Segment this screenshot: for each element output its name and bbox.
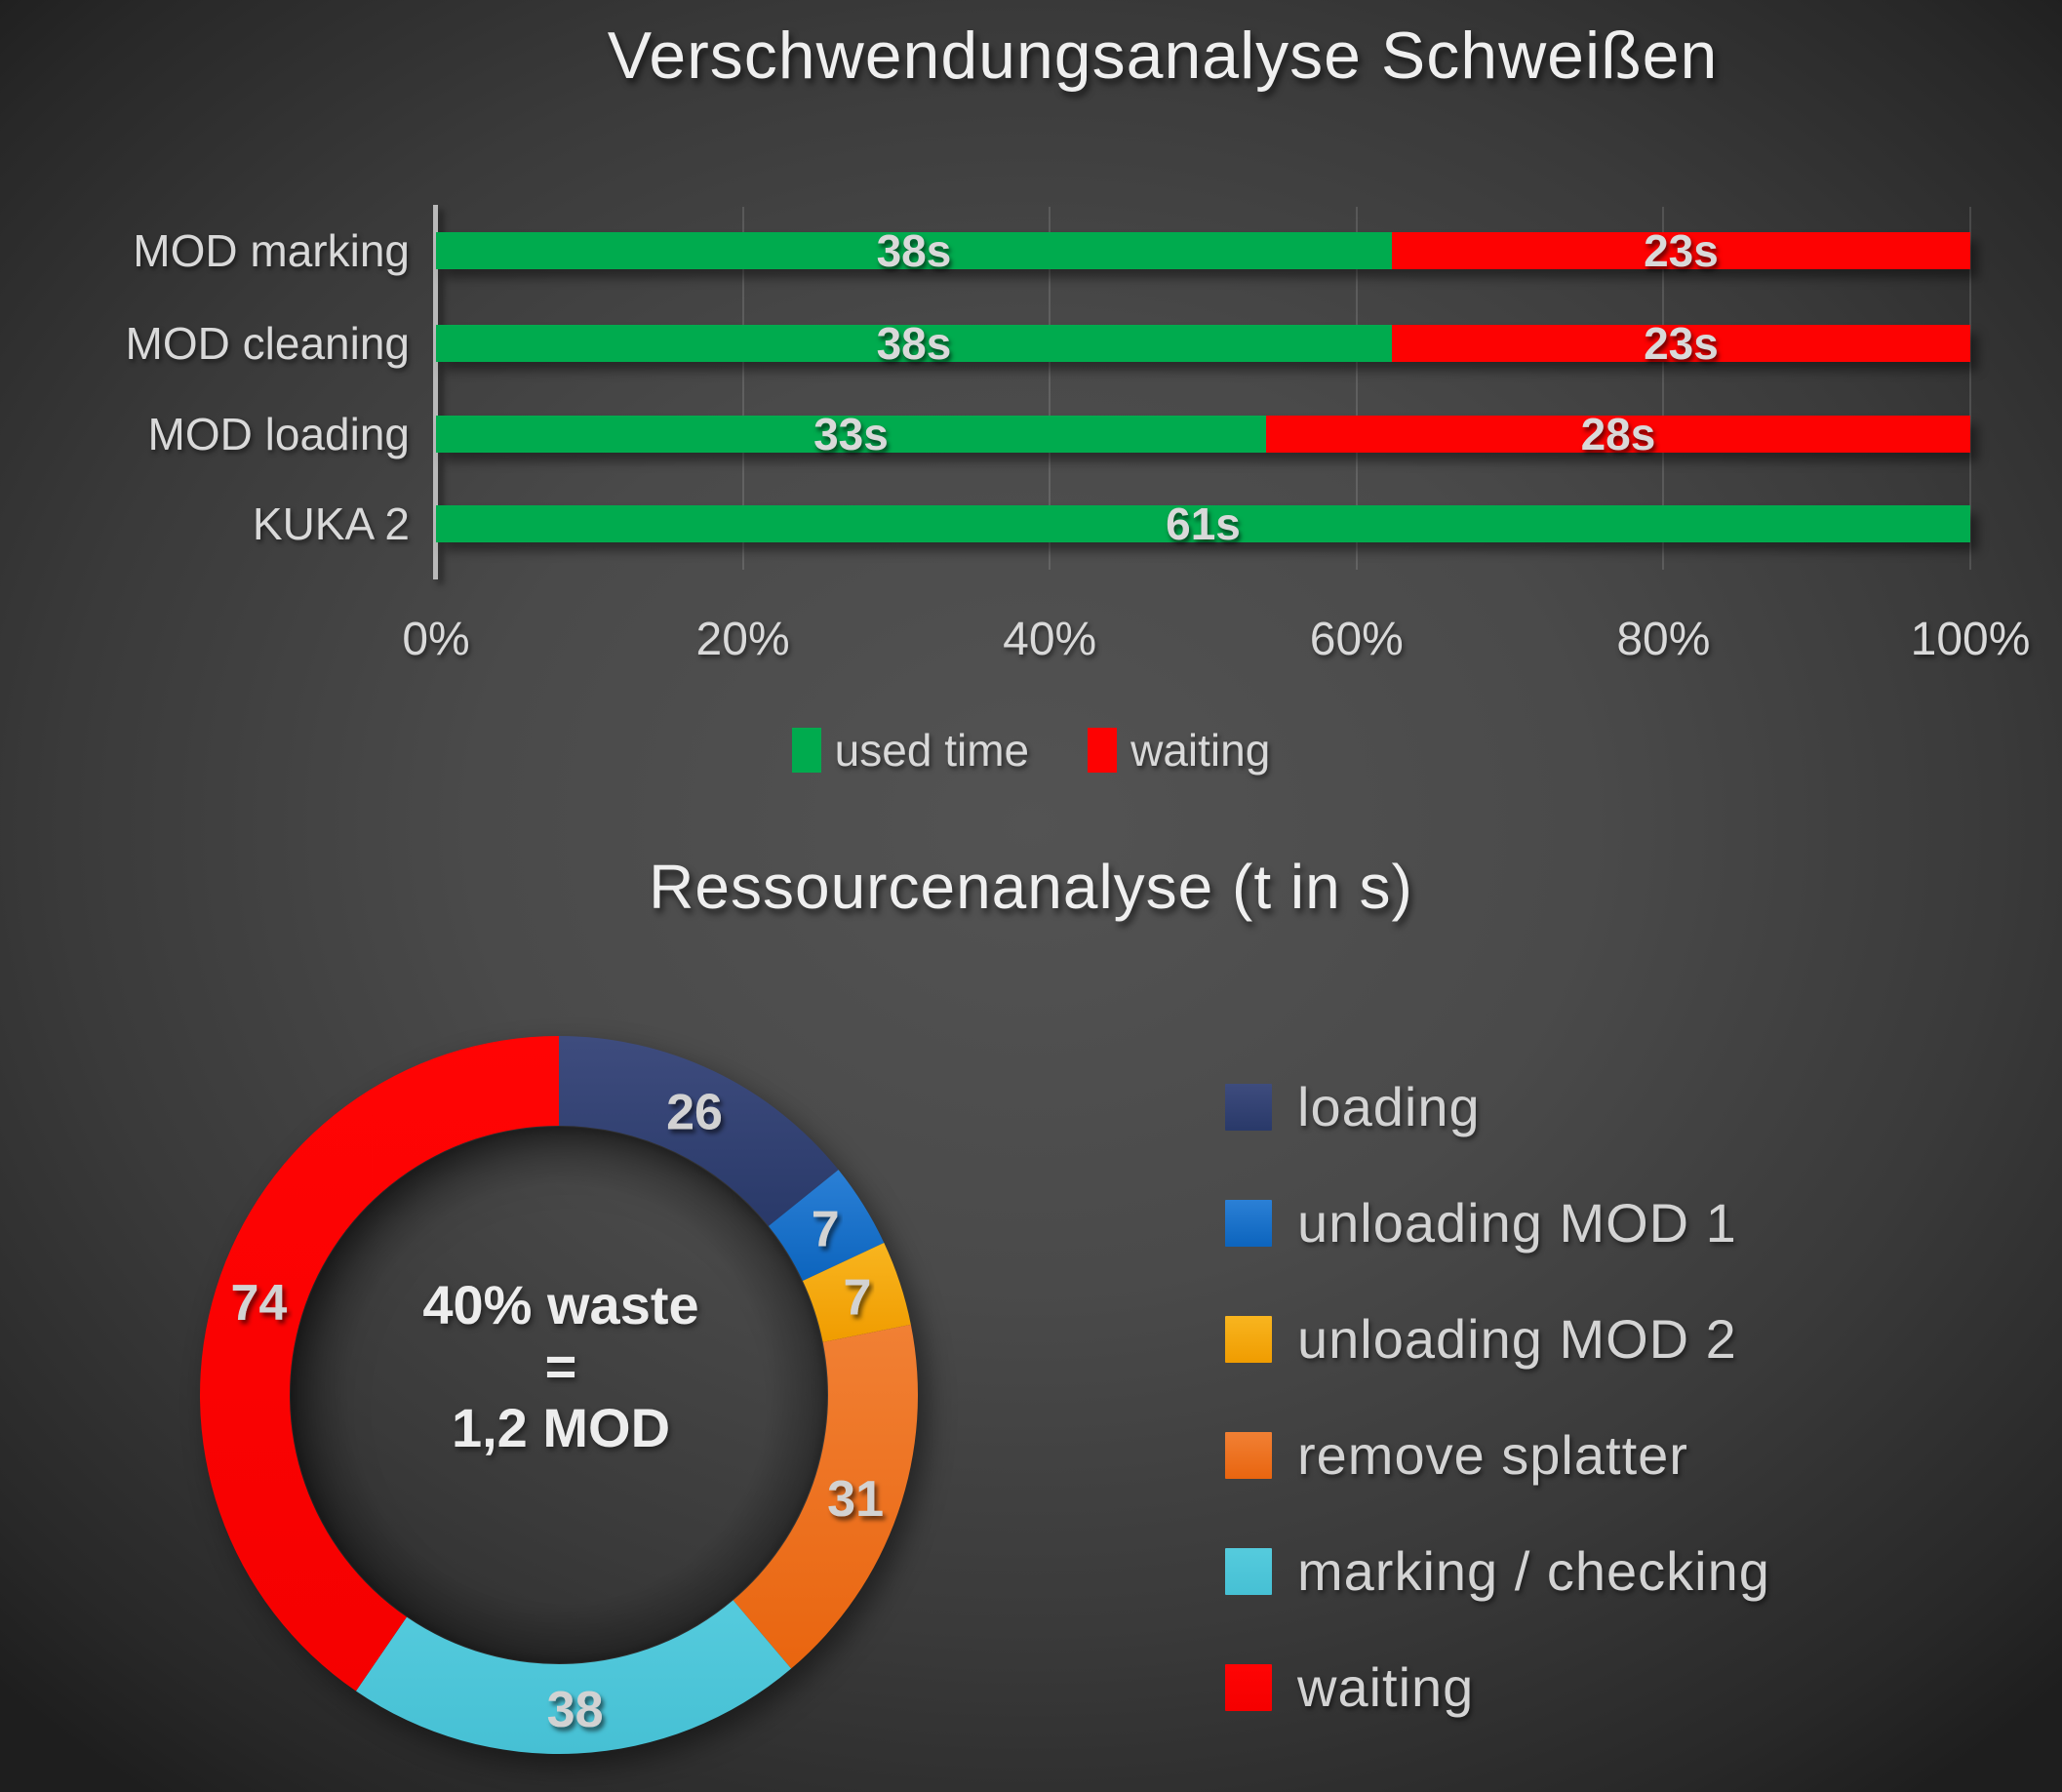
gridline-60pct	[1355, 207, 1358, 570]
bar-segment-used-time-kuka-2: 61s	[436, 501, 1970, 546]
donut-chart: 26 77 31 38 74	[199, 1036, 918, 1755]
y-axis-line	[433, 205, 438, 579]
bar-row-mod-loading: 33s 28s	[436, 412, 1970, 457]
bar-value-label: 23s	[1644, 225, 1719, 276]
legend-item-marking-checking: marking / checking	[1225, 1525, 1770, 1617]
legend-label: waiting	[1297, 1656, 1475, 1718]
legend-label: unloading MOD 2	[1297, 1308, 1737, 1370]
x-tick-40: 40%	[1003, 614, 1097, 665]
legend-item-unloading-mod-1: unloading MOD 1	[1225, 1176, 1770, 1269]
donut-slice-unloading-mod-2	[802, 1243, 911, 1342]
bar-value-label: 28s	[1580, 409, 1656, 459]
legend-label: remove splatter	[1297, 1424, 1688, 1486]
legend-label: loading	[1297, 1076, 1481, 1137]
bar-value-label: 61s	[1166, 498, 1241, 549]
donut-slice-waiting	[199, 1036, 559, 1692]
bar-plot-area: 38s 23s 38s 23s 33s 28s 61s	[433, 205, 1971, 579]
donut-center-line-1: 40% waste	[422, 1274, 699, 1335]
category-label-kuka-2: KUKA 2	[252, 498, 410, 549]
donut-center-line-2: =	[544, 1335, 577, 1397]
x-axis-tick-labels: 0% 20% 40% 60% 80% 100%	[402, 613, 2030, 671]
legend-swatch-used-time	[791, 728, 821, 773]
legend-item-waiting: waiting	[1088, 724, 1270, 777]
legend-item-remove-splatter: remove splatter	[1225, 1409, 1770, 1501]
x-tick-60: 60%	[1309, 614, 1404, 665]
donut-slice-unloading-mod-1	[768, 1170, 885, 1281]
donut-center-line-3: 1,2 MOD	[451, 1397, 671, 1458]
donut-value-label-waiting: 74	[230, 1275, 287, 1332]
bar-segment-waiting-mod-loading: 28s	[1265, 412, 1970, 457]
bar-segment-used-time-mod-marking: 38s	[436, 228, 1392, 273]
gridline-100pct	[1969, 207, 1971, 570]
bar-row-mod-cleaning: 38s 23s	[436, 321, 1970, 366]
bar-value-label: 38s	[876, 225, 952, 276]
bar-category-axis: MOD marking MOD cleaning MOD loading KUKA 2	[0, 207, 415, 570]
legend-item-waiting: waiting	[1225, 1641, 1770, 1733]
donut-slice-loading	[559, 1036, 839, 1226]
legend-label: marking / checking	[1297, 1540, 1770, 1602]
legend-label: unloading MOD 1	[1297, 1192, 1737, 1254]
legend-swatch-unloading-mod-1	[1225, 1199, 1272, 1247]
gridline-20pct	[741, 207, 744, 570]
gridline-40pct	[1049, 207, 1051, 570]
category-label-mod-loading: MOD loading	[147, 409, 410, 459]
legend-swatch-unloading-mod-2	[1225, 1315, 1272, 1363]
bar-value-label: 23s	[1644, 318, 1719, 369]
donut-value-label-loading: 26	[666, 1085, 723, 1141]
x-tick-100: 100%	[1910, 614, 2031, 665]
bar-row-mod-marking: 38s 23s	[436, 228, 1970, 273]
legend-label: waiting	[1130, 725, 1271, 776]
gridline-80pct	[1662, 207, 1665, 570]
bar-value-label: 38s	[876, 318, 952, 369]
bar-segment-used-time-mod-loading: 33s	[436, 412, 1266, 457]
bar-chart-title: Verschwendungsanalyse Schweißen	[607, 19, 1719, 93]
bar-segment-used-time-mod-cleaning: 38s	[436, 321, 1392, 366]
legend-item-unloading-mod-2: unloading MOD 2	[1225, 1293, 1770, 1385]
bar-chart-legend: used time waiting	[0, 724, 2062, 777]
legend-swatch-loading	[1225, 1083, 1272, 1131]
bar-row-kuka-2: 61s	[436, 501, 1970, 546]
donut-chart-title: Ressourcenanalyse (t in s)	[649, 852, 1413, 922]
donut-hole	[291, 1127, 827, 1663]
legend-swatch-remove-splatter	[1225, 1431, 1272, 1479]
x-tick-20: 20%	[695, 614, 790, 665]
x-tick-80: 80%	[1616, 614, 1711, 665]
donut-legend: loading unloading MOD 1 unloading MOD 2 rem…	[1225, 1060, 1770, 1733]
bar-segment-waiting-mod-marking: 23s	[1391, 228, 1970, 273]
donut-value-label-marking-checking: 38	[547, 1682, 604, 1738]
bar-value-label: 33s	[813, 409, 889, 459]
legend-swatch-marking-checking	[1225, 1547, 1272, 1595]
donut-value-label-unloading-mod-2: 7	[843, 1270, 871, 1327]
legend-label: used time	[834, 725, 1030, 776]
legend-item-loading: loading	[1225, 1060, 1770, 1153]
donut-value-label-unloading-mod-1: 7	[812, 1202, 840, 1258]
x-tick-0: 0%	[402, 614, 470, 665]
donut-value-label-remove-splatter: 31	[827, 1471, 884, 1528]
legend-swatch-waiting	[1088, 728, 1118, 773]
bar-segment-waiting-mod-cleaning: 23s	[1391, 321, 1970, 366]
donut-slice-remove-splatter	[733, 1324, 918, 1669]
donut-center-text: 40% waste = 1,2 MOD	[288, 1274, 834, 1458]
category-label-mod-marking: MOD marking	[133, 225, 410, 276]
donut-slice-marking-checking	[355, 1600, 792, 1755]
legend-swatch-waiting	[1225, 1663, 1272, 1711]
legend-item-used-time: used time	[791, 724, 1030, 777]
category-label-mod-cleaning: MOD cleaning	[125, 318, 410, 369]
